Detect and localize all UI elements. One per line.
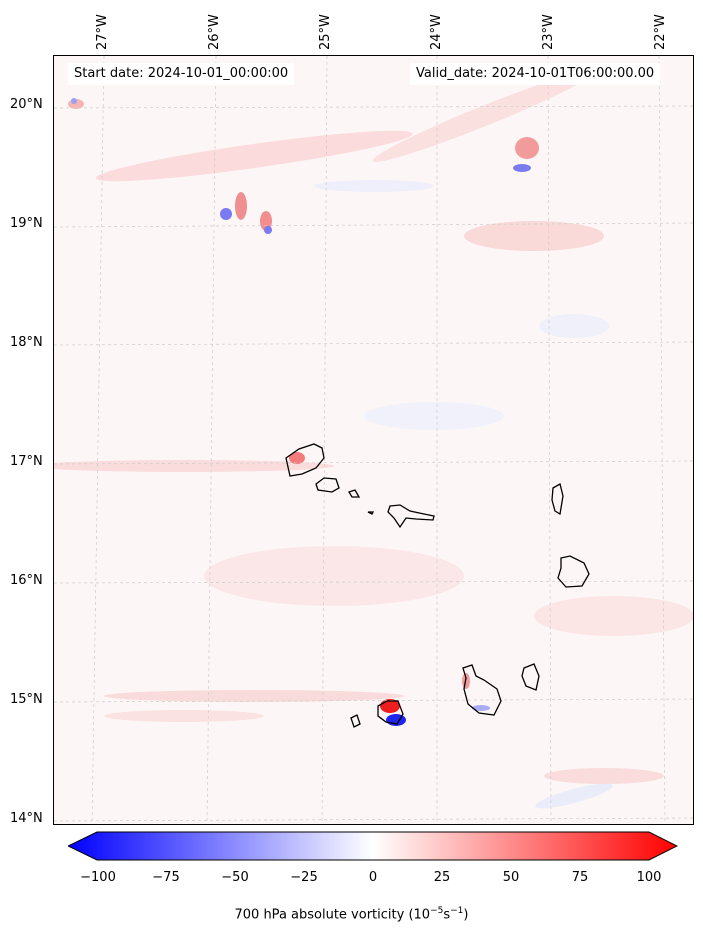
island-sao-nicolau <box>387 504 435 529</box>
graticule <box>54 56 693 824</box>
colorbar-tick: −50 <box>221 870 249 885</box>
colorbar-tick: 50 <box>502 870 520 885</box>
colorbar-tick: −25 <box>290 870 318 885</box>
island-sao-vicente <box>315 477 340 493</box>
vorticity-patch <box>104 690 404 702</box>
lat-label-17n: 17°N <box>10 454 43 469</box>
lat-label-16n: 16°N <box>10 573 43 588</box>
vorticity-patch <box>464 221 604 251</box>
valid-date-label: Valid_date: 2024-10-01T06:00:00.00 <box>410 63 661 85</box>
colorbar-tick: 100 <box>636 870 662 885</box>
vorticity-min <box>513 164 531 172</box>
vorticity-patch <box>204 546 464 606</box>
colorbar-label: 700 hPa absolute vorticity (10−5s−1) <box>234 906 469 923</box>
vorticity-patch <box>95 130 413 182</box>
island-santo-antao <box>285 443 325 477</box>
vorticity-patch <box>544 768 664 784</box>
colorbar-body <box>68 831 678 861</box>
vorticity-field <box>54 56 693 824</box>
island-boa-vista <box>557 555 590 588</box>
vorticity-min <box>472 705 490 711</box>
lon-label-27w: 27°W <box>95 14 110 50</box>
vorticity-max <box>235 192 247 220</box>
colorbar-tick: −100 <box>80 870 116 885</box>
colorbar-tick: −75 <box>152 870 180 885</box>
lat-label-20n: 20°N <box>10 97 43 112</box>
lat-label-14n: 14°N <box>10 811 43 826</box>
vorticity-min <box>71 98 77 104</box>
start-date-label: Start date: 2024-10-01_00:00:00 <box>68 63 295 85</box>
vorticity-max <box>289 452 305 464</box>
island-sal <box>551 483 564 516</box>
island-santiago <box>462 664 502 716</box>
colorbar <box>68 831 678 861</box>
vorticity-patch <box>372 70 596 162</box>
lon-label-24w: 24°W <box>429 14 444 50</box>
island-brava <box>350 714 361 728</box>
island-raso <box>367 511 375 515</box>
vorticity-min <box>220 208 232 220</box>
vorticity-patch <box>54 460 334 472</box>
lon-label-23w: 23°W <box>541 14 556 50</box>
colorbar-tick: 0 <box>368 870 378 885</box>
lat-label-18n: 18°N <box>10 335 43 350</box>
vorticity-max <box>260 211 272 231</box>
vorticity-patch <box>539 314 609 338</box>
vorticity-patch <box>314 180 434 192</box>
vorticity-min <box>264 226 272 234</box>
island-fogo <box>377 700 404 725</box>
vorticity-patch <box>535 783 613 809</box>
lon-label-25w: 25°W <box>318 14 333 50</box>
lon-label-26w: 26°W <box>207 14 222 50</box>
lat-label-15n: 15°N <box>10 692 43 707</box>
vorticity-max <box>515 137 539 159</box>
map-panel <box>53 55 694 825</box>
lat-label-19n: 19°N <box>10 216 43 231</box>
colorbar-tick: 75 <box>571 870 589 885</box>
vorticity-patch <box>104 710 264 722</box>
vorticity-patch <box>534 596 693 636</box>
colorbar-tick: 25 <box>433 870 451 885</box>
vorticity-patch <box>364 402 504 430</box>
island-santa-luzia <box>348 489 361 498</box>
island-maio <box>521 663 540 691</box>
lon-label-22w: 22°W <box>653 14 668 50</box>
